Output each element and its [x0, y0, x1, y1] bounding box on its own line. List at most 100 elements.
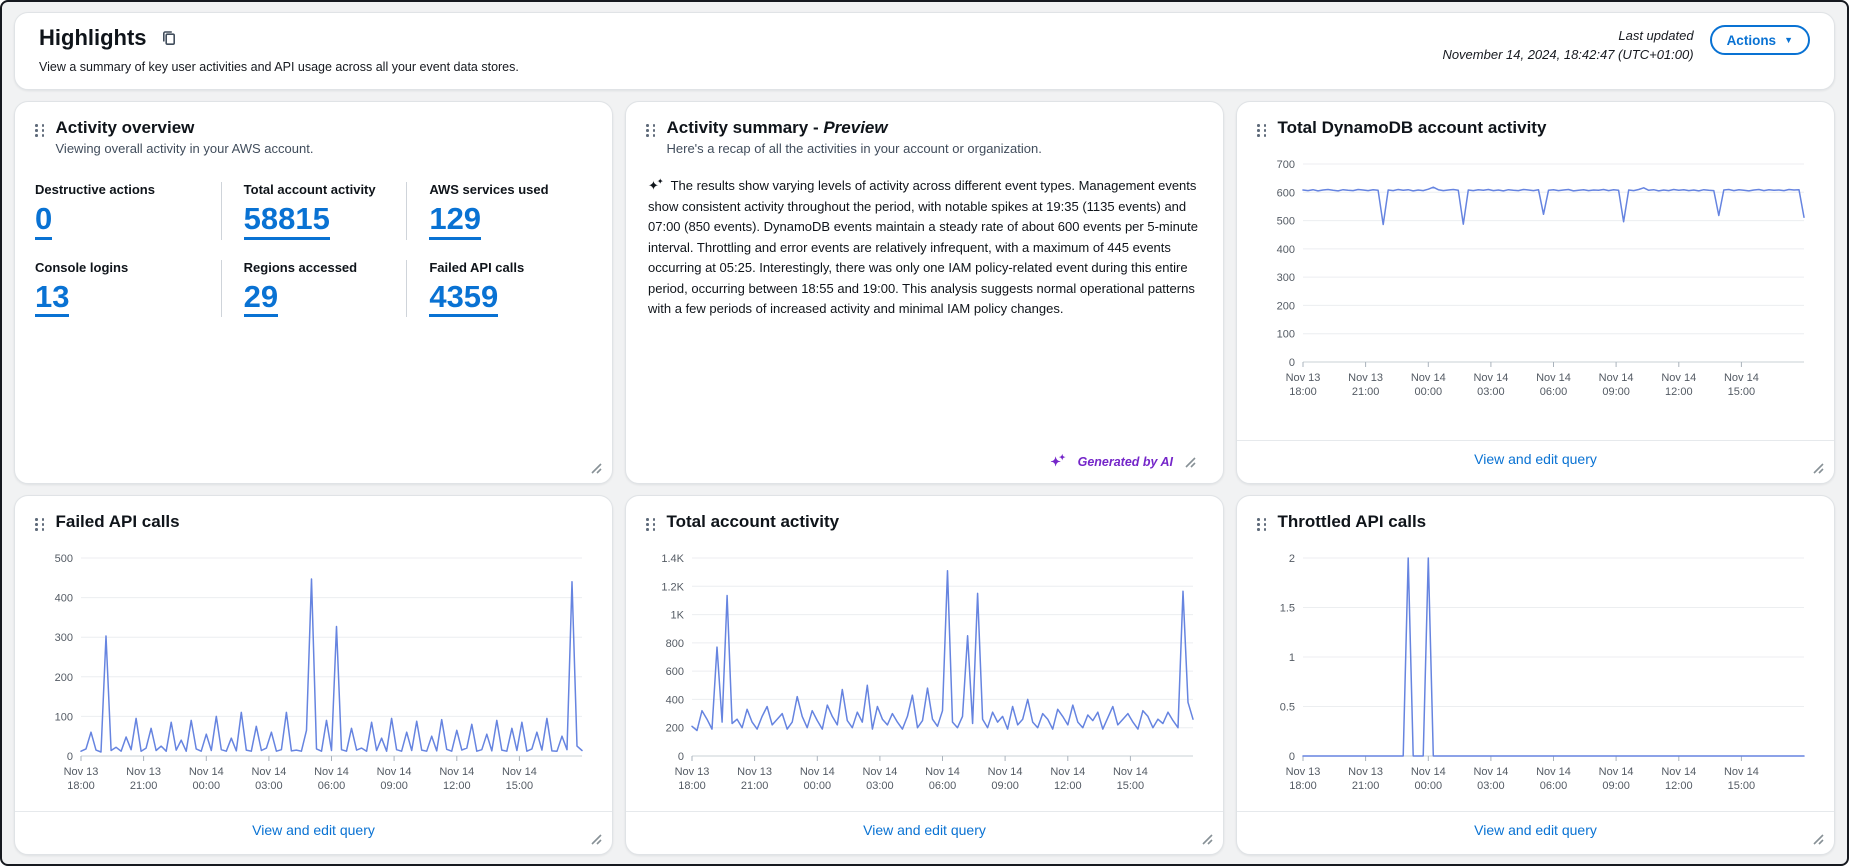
svg-text:1.5: 1.5 [1280, 603, 1295, 615]
svg-text:06:00: 06:00 [929, 780, 957, 792]
resize-handle-icon[interactable] [1811, 832, 1825, 846]
svg-text:Nov 14: Nov 14 [1536, 372, 1571, 384]
metric-label: Failed API calls [429, 259, 525, 275]
svg-text:Nov 14: Nov 14 [862, 766, 897, 778]
svg-text:Nov 14: Nov 14 [314, 766, 349, 778]
svg-text:2: 2 [1289, 553, 1295, 565]
view-edit-query-link[interactable]: View and edit query [252, 822, 375, 838]
drag-handle-icon[interactable] [35, 124, 46, 137]
widget-subtitle: Viewing overall activity in your AWS acc… [55, 141, 314, 156]
metric-value-link[interactable]: 4359 [429, 279, 499, 318]
svg-text:200: 200 [666, 723, 684, 735]
svg-text:Nov 14: Nov 14 [1411, 372, 1446, 384]
line-chart: 0 100 200 300 400 500 600 700 Nov 13 18:00 Nov 13 2… [1257, 152, 1814, 440]
svg-text:18:00: 18:00 [1289, 386, 1317, 398]
metric: Destructive actions 0 [35, 182, 221, 240]
svg-text:Nov 13: Nov 13 [1286, 766, 1321, 778]
svg-text:0.5: 0.5 [1280, 702, 1295, 714]
copy-icon[interactable] [159, 28, 179, 48]
actions-button[interactable]: Actions ▼ [1709, 25, 1810, 55]
svg-text:03:00: 03:00 [1477, 386, 1505, 398]
metric-value-link[interactable]: 58815 [243, 201, 330, 240]
widget-title: Activity overview [55, 118, 195, 137]
widget-throttled-api-calls: Throttled API calls 0 0.5 1 1.5 2 Nov 13 18:00… [1236, 495, 1835, 855]
widget-title: Activity summary - Preview [666, 118, 888, 137]
svg-text:15:00: 15:00 [1117, 780, 1145, 792]
svg-text:0: 0 [678, 751, 684, 763]
view-edit-query-link[interactable]: View and edit query [1474, 451, 1597, 467]
svg-text:15:00: 15:00 [1728, 386, 1756, 398]
generated-by-ai-badge: ✦✦ Generated by AI [1050, 453, 1173, 469]
metric: Total account activity 58815 [220, 182, 407, 240]
svg-text:21:00: 21:00 [741, 780, 769, 792]
line-chart: 0 100 200 300 400 500 Nov 13 18:00 Nov 13 21:00 No… [35, 546, 592, 811]
svg-text:Nov 14: Nov 14 [925, 766, 960, 778]
line-chart: 0 0.5 1 1.5 2 Nov 13 18:00 Nov 13 21:00 Nov 14 00:… [1257, 546, 1814, 811]
svg-text:21:00: 21:00 [1352, 780, 1380, 792]
widget-title: Throttled API calls [1277, 512, 1427, 531]
svg-text:Nov 14: Nov 14 [439, 766, 474, 778]
svg-text:00:00: 00:00 [1415, 386, 1443, 398]
svg-text:12:00: 12:00 [1665, 386, 1693, 398]
svg-text:Nov 14: Nov 14 [1473, 372, 1508, 384]
svg-text:09:00: 09:00 [1602, 386, 1630, 398]
widget-dynamodb-activity: Total DynamoDB account activity 0 100 200 3… [1236, 101, 1835, 484]
page-title: Highlights [39, 25, 147, 50]
svg-text:Nov 14: Nov 14 [988, 766, 1023, 778]
svg-text:500: 500 [1277, 216, 1295, 228]
resize-handle-icon[interactable] [589, 832, 603, 846]
metric: Regions accessed 29 [220, 259, 407, 318]
svg-text:18:00: 18:00 [1289, 780, 1317, 792]
resize-handle-icon[interactable] [1811, 461, 1825, 475]
drag-handle-icon[interactable] [1257, 124, 1268, 137]
last-updated-value: November 14, 2024, 18:42:47 (UTC+01:00) [1442, 46, 1694, 62]
widget-total-account-activity: Total account activity 0 200 400 600 800 1K 1.… [625, 495, 1224, 855]
view-edit-query-link[interactable]: View and edit query [863, 822, 986, 838]
preview-badge: Preview [823, 118, 888, 137]
svg-text:18:00: 18:00 [678, 780, 706, 792]
svg-text:18:00: 18:00 [67, 780, 95, 792]
svg-text:Nov 14: Nov 14 [1113, 766, 1148, 778]
svg-text:Nov 14: Nov 14 [1050, 766, 1085, 778]
svg-text:Nov 14: Nov 14 [1599, 372, 1634, 384]
resize-handle-icon[interactable] [589, 461, 603, 475]
metric: Console logins 13 [35, 260, 221, 318]
svg-text:Nov 14: Nov 14 [1661, 766, 1696, 778]
drag-handle-icon[interactable] [646, 124, 657, 137]
metric-value-link[interactable]: 29 [243, 279, 279, 318]
svg-text:1.4K: 1.4K [661, 553, 684, 565]
svg-text:200: 200 [55, 672, 73, 684]
widget-activity-overview: Activity overview Viewing overall activi… [14, 101, 613, 484]
svg-text:09:00: 09:00 [380, 780, 408, 792]
metric-value-link[interactable]: 0 [35, 201, 53, 240]
resize-handle-icon[interactable] [1183, 455, 1197, 469]
metric-value-link[interactable]: 13 [35, 279, 70, 318]
svg-text:300: 300 [1277, 272, 1295, 284]
svg-text:00:00: 00:00 [193, 780, 221, 792]
metric-value-link[interactable]: 129 [429, 201, 482, 240]
last-updated: Last updated November 14, 2024, 18:42:47… [1442, 27, 1693, 65]
drag-handle-icon[interactable] [35, 518, 46, 531]
widget-title: Total account activity [666, 512, 840, 531]
metrics-grid: Destructive actions 0 Total account activi… [35, 182, 592, 318]
svg-text:12:00: 12:00 [1665, 780, 1693, 792]
drag-handle-icon[interactable] [646, 518, 657, 531]
svg-text:0: 0 [1289, 357, 1295, 369]
chevron-down-icon: ▼ [1784, 34, 1793, 45]
svg-text:06:00: 06:00 [1540, 386, 1568, 398]
svg-text:Nov 14: Nov 14 [189, 766, 224, 778]
svg-text:Nov 13: Nov 13 [64, 766, 99, 778]
widget-subtitle: Here's a recap of all the activities in … [666, 141, 1042, 156]
view-edit-query-link[interactable]: View and edit query [1474, 822, 1597, 838]
svg-text:500: 500 [55, 553, 73, 565]
drag-handle-icon[interactable] [1257, 518, 1268, 531]
svg-text:100: 100 [55, 711, 73, 723]
page-header: Highlights View a summary of key user ac… [14, 12, 1835, 90]
line-chart: 0 200 400 600 800 1K 1.2K 1.4K Nov 13 18:00 Nov 13… [646, 546, 1203, 811]
resize-handle-icon[interactable] [1200, 832, 1214, 846]
svg-text:Nov 13: Nov 13 [675, 766, 710, 778]
metric: Failed API calls 4359 [406, 259, 592, 318]
svg-text:Nov 14: Nov 14 [1411, 766, 1446, 778]
svg-text:03:00: 03:00 [255, 780, 283, 792]
